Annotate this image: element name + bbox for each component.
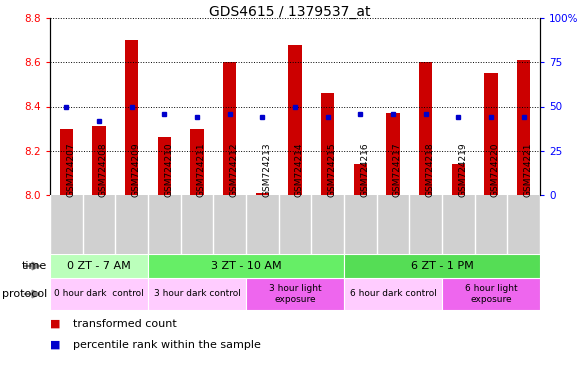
Text: GSM724211: GSM724211 — [197, 142, 206, 197]
Bar — [344, 254, 540, 278]
Bar — [517, 60, 530, 195]
Bar — [92, 126, 106, 195]
Text: GSM724213: GSM724213 — [262, 142, 271, 197]
Bar — [452, 164, 465, 195]
Text: GSM724219: GSM724219 — [458, 142, 467, 197]
Text: percentile rank within the sample: percentile rank within the sample — [73, 340, 261, 350]
Bar — [60, 129, 73, 195]
Text: GSM724209: GSM724209 — [132, 142, 141, 197]
Text: time: time — [22, 261, 47, 271]
Bar — [344, 278, 442, 310]
Bar — [288, 45, 302, 195]
Bar — [442, 278, 540, 310]
Bar — [354, 164, 367, 195]
Bar — [190, 129, 204, 195]
Bar — [386, 113, 400, 195]
Text: 6 ZT - 1 PM: 6 ZT - 1 PM — [411, 261, 473, 271]
Text: ■: ■ — [50, 319, 60, 329]
Text: GSM724214: GSM724214 — [295, 142, 304, 197]
Text: transformed count: transformed count — [73, 319, 177, 329]
Bar — [256, 193, 269, 195]
Bar — [484, 73, 498, 195]
Text: 0 hour dark  control: 0 hour dark control — [54, 290, 144, 298]
Text: 3 hour dark control: 3 hour dark control — [154, 290, 241, 298]
Text: GSM724220: GSM724220 — [491, 142, 500, 197]
Text: protocol: protocol — [2, 289, 47, 299]
Bar — [223, 62, 236, 195]
Text: GDS4615 / 1379537_at: GDS4615 / 1379537_at — [209, 5, 371, 19]
Text: GSM724208: GSM724208 — [99, 142, 108, 197]
Text: GSM724218: GSM724218 — [426, 142, 434, 197]
Bar — [125, 40, 138, 195]
Bar — [50, 254, 148, 278]
Text: GSM724207: GSM724207 — [66, 142, 75, 197]
Text: 3 hour light
exposure: 3 hour light exposure — [269, 284, 321, 304]
Text: GSM724216: GSM724216 — [360, 142, 369, 197]
Bar — [50, 278, 148, 310]
Bar — [158, 137, 171, 195]
Bar — [148, 278, 246, 310]
Text: GSM724210: GSM724210 — [164, 142, 173, 197]
Text: ■: ■ — [50, 340, 60, 350]
Bar — [321, 93, 334, 195]
Text: 6 hour dark control: 6 hour dark control — [350, 290, 436, 298]
Bar — [148, 254, 344, 278]
Text: 3 ZT - 10 AM: 3 ZT - 10 AM — [211, 261, 281, 271]
Text: GSM724215: GSM724215 — [328, 142, 336, 197]
Bar — [246, 278, 344, 310]
Bar — [419, 62, 432, 195]
Text: GSM724221: GSM724221 — [524, 142, 532, 197]
Text: 0 ZT - 7 AM: 0 ZT - 7 AM — [67, 261, 131, 271]
Text: GSM724217: GSM724217 — [393, 142, 402, 197]
Text: GSM724212: GSM724212 — [230, 142, 238, 197]
Text: 6 hour light
exposure: 6 hour light exposure — [465, 284, 517, 304]
